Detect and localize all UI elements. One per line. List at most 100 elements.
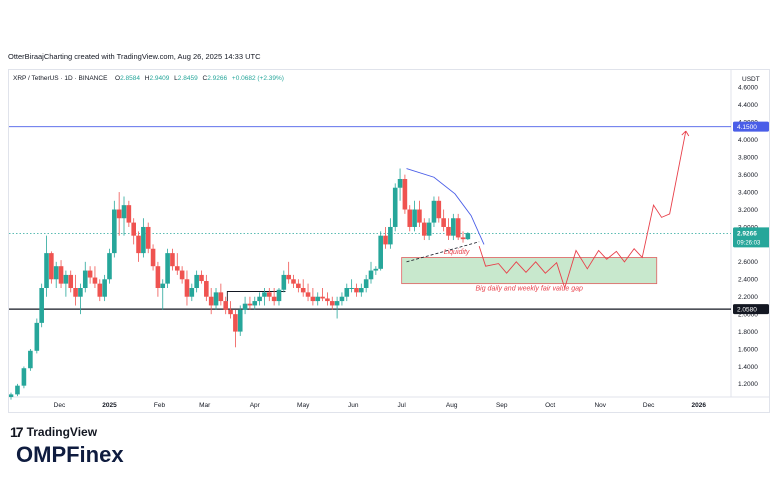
candle-body: [262, 292, 267, 297]
y-tick-label: 3.6000: [738, 172, 758, 179]
candle-body: [421, 222, 427, 236]
candle-body: [252, 301, 258, 306]
legend-symbol: XRP / TetherUS · 1D · BINANCE: [13, 75, 108, 82]
candle-body: [281, 274, 287, 290]
candle-body: [305, 292, 311, 297]
candle-body: [126, 205, 132, 223]
candle-body: [388, 226, 393, 245]
y-tick-label: 2.4000: [738, 277, 758, 284]
x-tick-label: Jun: [348, 402, 359, 409]
resistance-tag-text: 4.1500: [737, 124, 757, 131]
liquidity-trendline: [406, 241, 480, 263]
candle-body: [15, 385, 20, 395]
candle-body: [21, 368, 27, 386]
y-tick-label: 4.6000: [738, 85, 758, 92]
candle-body: [194, 274, 199, 288]
x-axis-labels: Dec 2025 Feb Mar Apr May Jun Jul Aug Sep Oct Nov Dec…: [54, 402, 707, 409]
candle-body: [150, 248, 156, 267]
candle-body: [320, 296, 325, 299]
candle-body: [39, 288, 44, 323]
y-tick-label: 1.8000: [738, 329, 758, 336]
legend-l-label: L: [174, 75, 178, 82]
resistance-tag-bg: [733, 121, 769, 132]
candle-body: [344, 288, 350, 297]
x-tick-label: Mar: [199, 402, 211, 409]
y-tick-label: 4.0000: [738, 137, 758, 144]
ompfinex-logo: OMPFinex: [16, 442, 124, 467]
x-tick-label: Oct: [545, 402, 555, 409]
fvg-zone: [401, 257, 658, 285]
candle-body: [131, 222, 136, 236]
candle-body: [237, 309, 243, 332]
y-tick-label: 1.6000: [738, 346, 758, 353]
currency-label: USDT: [742, 76, 760, 83]
price-chart[interactable]: Liquidity Big daily and weekly fair value…: [8, 70, 771, 412]
candle-body: [78, 288, 83, 297]
candle-body: [247, 303, 253, 306]
candle-body: [199, 274, 204, 282]
candle-body: [208, 296, 214, 306]
candle-body: [223, 301, 229, 310]
x-tick-label: Aug: [446, 402, 458, 409]
support-tag-bg: [733, 304, 769, 315]
chart-panel[interactable]: Liquidity Big daily and weekly fair value…: [8, 69, 771, 413]
candle-body: [68, 274, 74, 288]
support-tag-text: 2.0580: [737, 307, 757, 314]
y-tick-label: 2.2000: [738, 294, 758, 301]
x-tick-label: Nov: [594, 402, 606, 409]
candle-body: [455, 218, 461, 238]
candle-body: [257, 296, 262, 302]
y-tick-label: 2.0000: [738, 311, 758, 318]
legend-h-label: H: [145, 75, 150, 82]
legend-c-value: 2.9266: [207, 75, 227, 82]
candle-body: [155, 266, 161, 288]
candle-body: [116, 209, 122, 219]
chart-credit: OtterBiraajCharting created with Trading…: [8, 52, 261, 61]
candle-body: [204, 281, 209, 297]
candles: [8, 168, 471, 400]
candle-body: [286, 274, 291, 280]
candle-body: [296, 283, 301, 288]
level-lines: [9, 126, 731, 310]
candle-body: [417, 209, 422, 223]
candle-body: [97, 283, 103, 297]
candle-body: [349, 288, 354, 289]
y-tick-label: 4.4000: [738, 102, 758, 109]
y-tick-label: 2.6000: [738, 259, 758, 266]
candle-body: [291, 279, 296, 284]
x-tick-label: May: [297, 402, 310, 409]
x-tick-label: 2025: [102, 402, 117, 409]
candle-body: [218, 292, 224, 302]
candle-body: [136, 235, 141, 254]
candle-body: [87, 270, 93, 278]
candle-body: [276, 289, 282, 302]
candle-body: [407, 209, 413, 227]
candle-body: [300, 288, 306, 293]
candle-body: [145, 226, 151, 249]
legend-c-label: C: [203, 75, 208, 82]
rounding-arc: [406, 168, 485, 245]
legend-o-value: 2.8584: [120, 75, 140, 82]
annotations: Liquidity Big daily and weekly fair value…: [406, 130, 690, 293]
price-tags: 4.1500 2.0580 2.9266 09:26:03: [733, 121, 771, 315]
candle-body: [436, 200, 442, 219]
candle-body: [334, 301, 340, 306]
candle-body: [141, 226, 146, 254]
x-tick-label: Dec: [643, 402, 655, 409]
last-price-text: 2.9266: [737, 230, 757, 237]
candle-body: [189, 288, 195, 297]
candle-body: [315, 296, 321, 302]
candle-body: [73, 288, 78, 297]
candle-body: [446, 226, 451, 236]
candle-body: [44, 253, 49, 288]
x-tick-label: Feb: [154, 402, 166, 409]
candle-body: [271, 296, 277, 302]
candle-body: [378, 235, 383, 269]
tradingview-logo: 17 TradingView: [10, 424, 97, 440]
candle-body: [441, 218, 446, 227]
projection-arrowhead: [681, 130, 690, 137]
candle-body: [92, 277, 98, 284]
candle-body: [359, 288, 364, 293]
candle-body: [426, 222, 432, 236]
candle-body: [383, 235, 388, 245]
